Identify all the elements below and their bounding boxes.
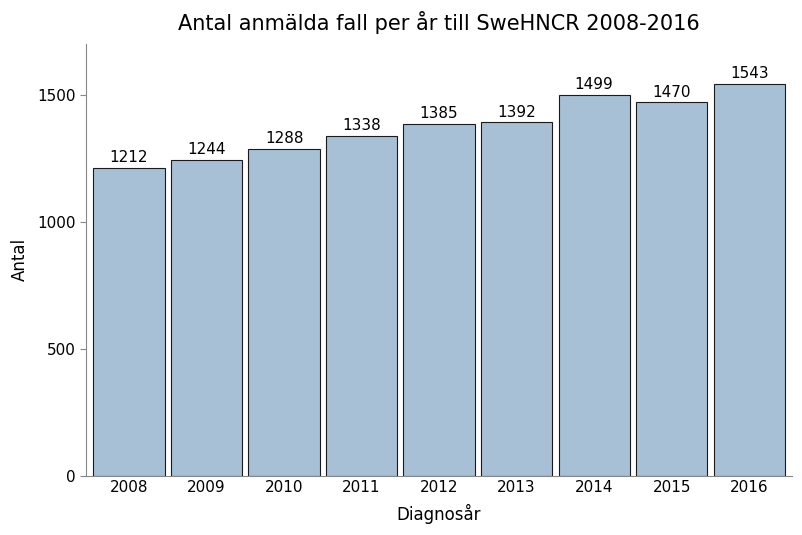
- Text: 1244: 1244: [187, 142, 225, 157]
- Text: 1392: 1392: [496, 105, 536, 120]
- Bar: [248, 149, 319, 476]
- Title: Antal anmälda fall per år till SweHNCR 2008-2016: Antal anmälda fall per år till SweHNCR 2…: [178, 11, 699, 34]
- Text: 1338: 1338: [342, 118, 380, 133]
- Text: 1543: 1543: [729, 66, 768, 81]
- Bar: [171, 160, 242, 476]
- Bar: [558, 95, 629, 476]
- X-axis label: Diagnosår: Diagnosår: [396, 504, 480, 524]
- Bar: [480, 122, 552, 476]
- Text: 1385: 1385: [419, 106, 458, 121]
- Bar: [93, 168, 164, 476]
- Y-axis label: Antal: Antal: [11, 238, 29, 281]
- Text: 1212: 1212: [110, 150, 148, 165]
- Bar: [326, 136, 397, 476]
- Bar: [635, 102, 707, 476]
- Text: 1499: 1499: [574, 78, 613, 93]
- Bar: [713, 84, 784, 476]
- Text: 1288: 1288: [265, 131, 303, 146]
- Bar: [403, 124, 474, 476]
- Text: 1470: 1470: [652, 85, 690, 100]
